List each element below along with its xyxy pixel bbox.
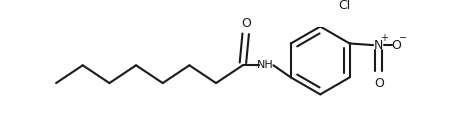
Text: O: O bbox=[241, 17, 251, 30]
Text: +: + bbox=[380, 33, 388, 43]
Text: O: O bbox=[374, 77, 384, 90]
Text: N: N bbox=[374, 39, 384, 52]
Text: Cl: Cl bbox=[338, 0, 350, 12]
Text: NH: NH bbox=[257, 60, 274, 70]
Text: O: O bbox=[391, 39, 401, 52]
Text: −: − bbox=[399, 33, 407, 43]
